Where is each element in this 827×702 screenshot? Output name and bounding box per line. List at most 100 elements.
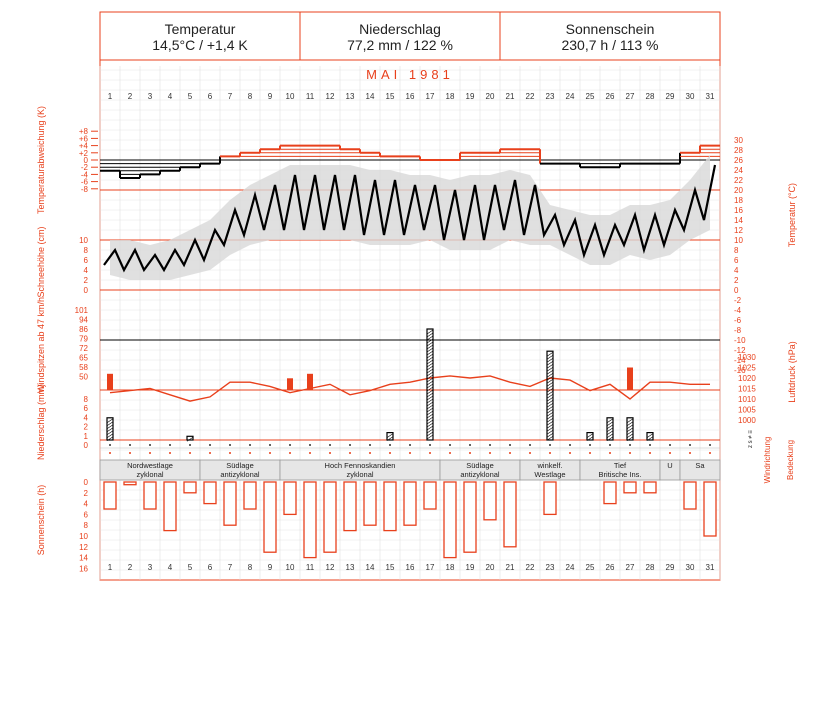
wind-tick-label: 86 [79, 325, 88, 334]
precip-hatch [646, 436, 654, 441]
sunshine-bar [163, 481, 177, 532]
cloud-cover-mark [169, 452, 171, 454]
snow-tick-label: 2 [84, 276, 89, 285]
wind-direction-mark [429, 444, 431, 446]
pressure-tick-label: 1000 [738, 416, 756, 425]
day-number-top: 12 [326, 92, 335, 101]
cloud-cover-mark [389, 452, 391, 454]
sunshine-bar [343, 481, 357, 532]
pressure-tick-label: 1030 [738, 353, 756, 362]
day-number-bottom: 27 [626, 563, 635, 572]
precip-hatch [426, 353, 434, 359]
precip-hatch [426, 413, 434, 419]
wind-direction-mark [229, 444, 231, 446]
day-number-bottom: 29 [666, 563, 675, 572]
weather-regime-box [679, 459, 721, 481]
weather-regime-line1: Nordwestlage [127, 461, 173, 470]
snow-tick-label: 10 [79, 236, 88, 245]
temperature-tick-label: -2 [734, 296, 742, 305]
wind-direction-mark [369, 444, 371, 446]
wind-tick-label: 79 [79, 335, 88, 344]
cloud-cover-mark [589, 452, 591, 454]
precip-hatch [426, 356, 434, 362]
wind-tick-label: 50 [79, 373, 88, 382]
precip-bar [546, 350, 554, 441]
cloud-cover-mark [229, 452, 231, 454]
precip-bar [586, 432, 594, 441]
wind-direction-mark [609, 444, 611, 446]
sunshine-bar [643, 481, 657, 494]
day-number-bottom: 22 [526, 563, 535, 572]
wind-tick-label: 101 [75, 306, 89, 315]
day-number-top: 2 [128, 92, 133, 101]
precip-tick-label: 2 [84, 423, 89, 432]
sunshine-bar [183, 481, 197, 494]
day-number-top: 25 [586, 92, 595, 101]
snow-axis-label: Schneehöhe (cm) [36, 226, 46, 297]
sunshine-bar [263, 481, 277, 553]
precip-hatch [546, 384, 554, 390]
weather-regime-line2: zyklonal [346, 470, 373, 479]
precip-hatch [426, 404, 434, 410]
header-sunshine-value: 230,7 h / 113 % [561, 37, 659, 53]
sunshine-tick-label: 4 [84, 500, 89, 509]
header-temperature: Temperatur 14,5°C / +1,4 K [100, 12, 300, 60]
day-number-top: 15 [386, 92, 395, 101]
wind-direction-mark [649, 444, 651, 446]
precip-bar [386, 432, 394, 441]
header-sunshine-label: Sonnenschein [565, 21, 655, 37]
day-number-bottom: 5 [188, 563, 193, 572]
precip-hatch [546, 360, 554, 366]
day-number-bottom: 15 [386, 563, 395, 572]
wind-direction-mark [509, 444, 511, 446]
day-number-top: 14 [366, 92, 375, 101]
temperature-tick-label: 8 [734, 246, 739, 255]
cloud-cover-mark [409, 452, 411, 454]
day-number-bottom: 1 [108, 563, 113, 572]
temperature-tick-label: -6 [734, 316, 742, 325]
day-number-top: 21 [506, 92, 515, 101]
precip-hatch [606, 433, 614, 439]
precip-hatch [426, 335, 434, 341]
sunshine-bar [143, 481, 157, 510]
precip-hatch [386, 436, 394, 441]
sunshine-bar [423, 481, 437, 510]
precip-hatch [626, 424, 634, 430]
day-number-top: 22 [526, 92, 535, 101]
day-number-top: 3 [148, 92, 153, 101]
sunshine-bar [703, 481, 717, 537]
precip-hatch [626, 418, 634, 424]
precip-bar [646, 432, 654, 441]
wind-direction-mark [289, 444, 291, 446]
anomaly-tick-label: +8 [79, 127, 89, 136]
day-number-bottom: 7 [228, 563, 233, 572]
precip-hatch [546, 381, 554, 387]
day-number-top: 30 [686, 92, 695, 101]
precip-hatch [546, 435, 554, 441]
precip-hatch [426, 362, 434, 368]
temperature-tick-label: 28 [734, 146, 743, 155]
precip-hatch [586, 436, 594, 441]
precip-hatch [426, 401, 434, 407]
wind-tick-label: 94 [79, 316, 88, 325]
day-number-bottom: 21 [506, 563, 515, 572]
day-number-top: 11 [306, 92, 315, 101]
header-precipitation: Niederschlag 77,2 mm / 122 % [300, 12, 500, 60]
cloud-cover-mark [269, 452, 271, 454]
temperature-tick-label: 12 [734, 226, 743, 235]
day-number-bottom: 28 [646, 563, 655, 572]
day-number-top: 5 [188, 92, 193, 101]
wind-gust-bar [627, 367, 633, 390]
sunshine-bar [483, 481, 497, 521]
day-number-top: 13 [346, 92, 355, 101]
precip-hatch [546, 354, 554, 360]
precip-hatch [106, 424, 114, 430]
day-number-top: 20 [486, 92, 495, 101]
precip-hatch [546, 357, 554, 363]
cloud-cover-mark [429, 452, 431, 454]
precip-axis-label: Niederschlag (mm) [36, 384, 46, 460]
precip-hatch [426, 422, 434, 428]
wind-tick-label: 58 [79, 363, 88, 372]
sunshine-bar [243, 481, 257, 510]
precip-hatch [546, 411, 554, 417]
